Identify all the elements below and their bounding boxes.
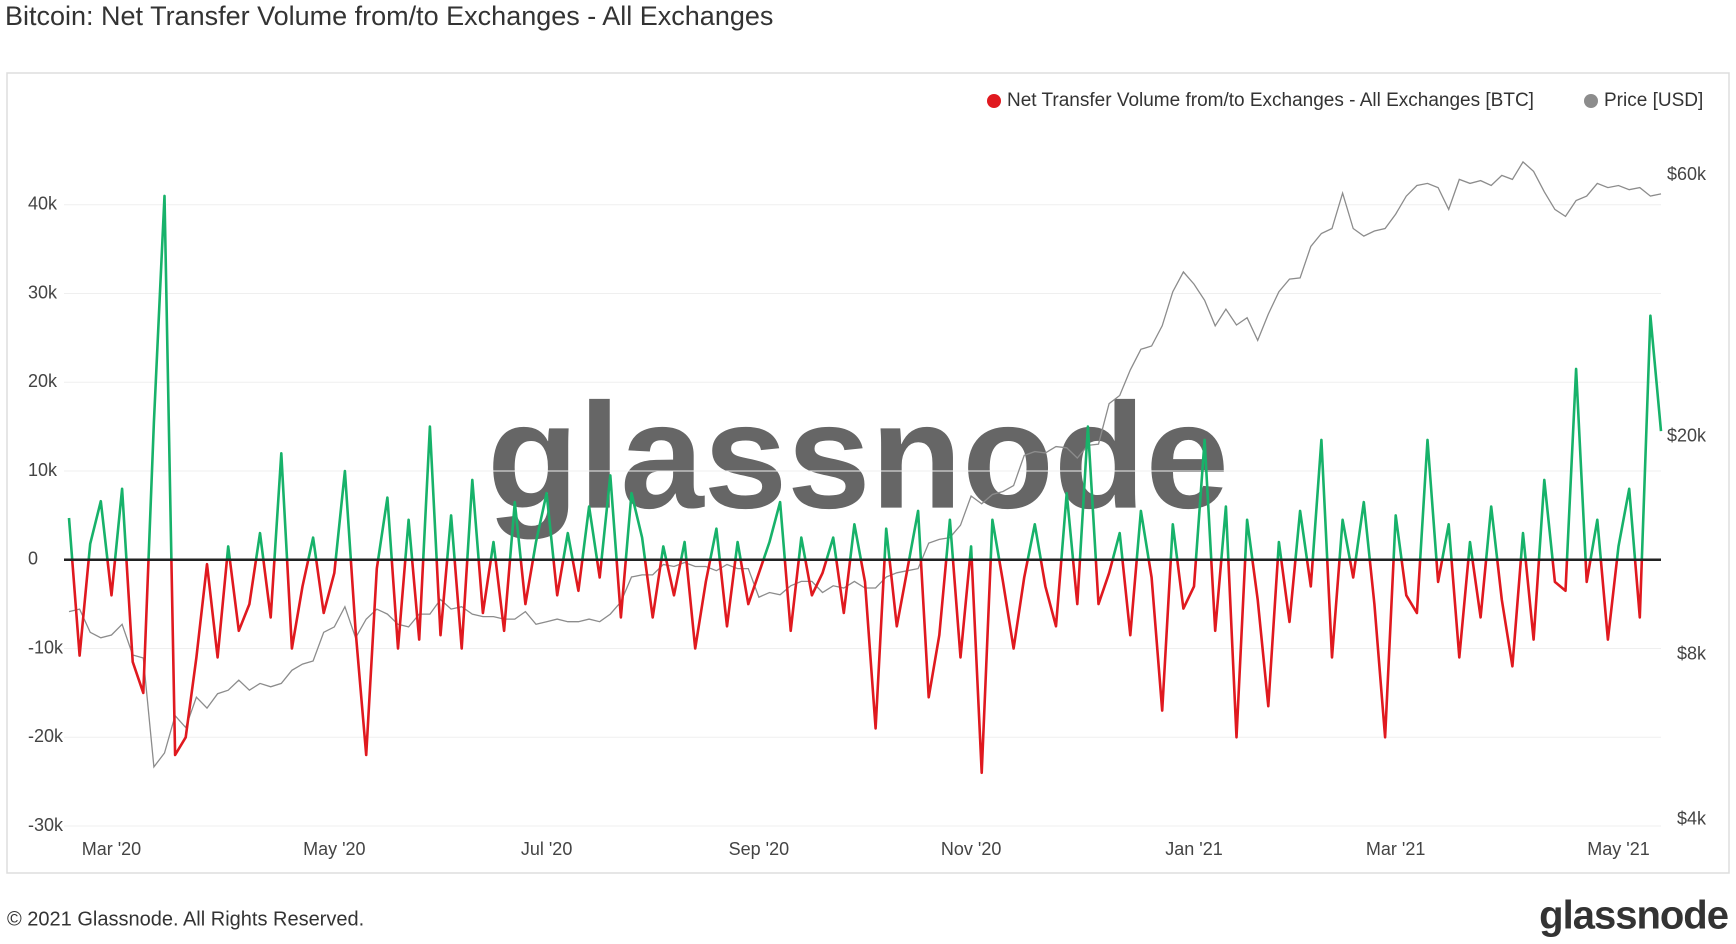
watermark: glassnode	[487, 372, 1229, 540]
x-tick-label: May '20	[303, 839, 365, 859]
y-tick-label: -10k	[28, 637, 64, 657]
logo: glassnode	[1539, 894, 1728, 938]
y-tick-label: 40k	[28, 194, 58, 214]
y2-tick-label: $20k	[1667, 426, 1707, 446]
chart-frame	[6, 72, 1730, 874]
legend-label: Price [USD]	[1604, 90, 1703, 111]
y-tick-label: 0	[28, 549, 38, 569]
y-tick-label: 20k	[28, 371, 58, 391]
y-tick-label: 30k	[28, 282, 58, 302]
x-tick-label: Jan '21	[1165, 839, 1222, 859]
x-tick-label: Jul '20	[521, 839, 572, 859]
y2-tick-label: $60k	[1667, 164, 1707, 184]
x-tick-label: May '21	[1587, 839, 1649, 859]
x-tick-label: Mar '21	[1366, 839, 1425, 859]
y-tick-label: 10k	[28, 460, 58, 480]
y-tick-label: -20k	[28, 726, 64, 746]
legend-label: Net Transfer Volume from/to Exchanges - …	[1007, 90, 1534, 111]
x-tick-label: Mar '20	[82, 839, 141, 859]
chart-title: Bitcoin: Net Transfer Volume from/to Exc…	[5, 1, 773, 31]
copyright: © 2021 Glassnode. All Rights Reserved.	[7, 908, 364, 930]
legend-marker	[987, 94, 1001, 108]
y-tick-label: -30k	[28, 815, 64, 835]
flow-line	[67, 194, 1663, 775]
x-tick-label: Nov '20	[941, 839, 1001, 859]
y2-tick-label: $4k	[1677, 809, 1707, 829]
legend-marker	[1584, 94, 1598, 108]
y2-tick-label: $8k	[1677, 644, 1707, 664]
x-tick-label: Sep '20	[729, 839, 790, 859]
